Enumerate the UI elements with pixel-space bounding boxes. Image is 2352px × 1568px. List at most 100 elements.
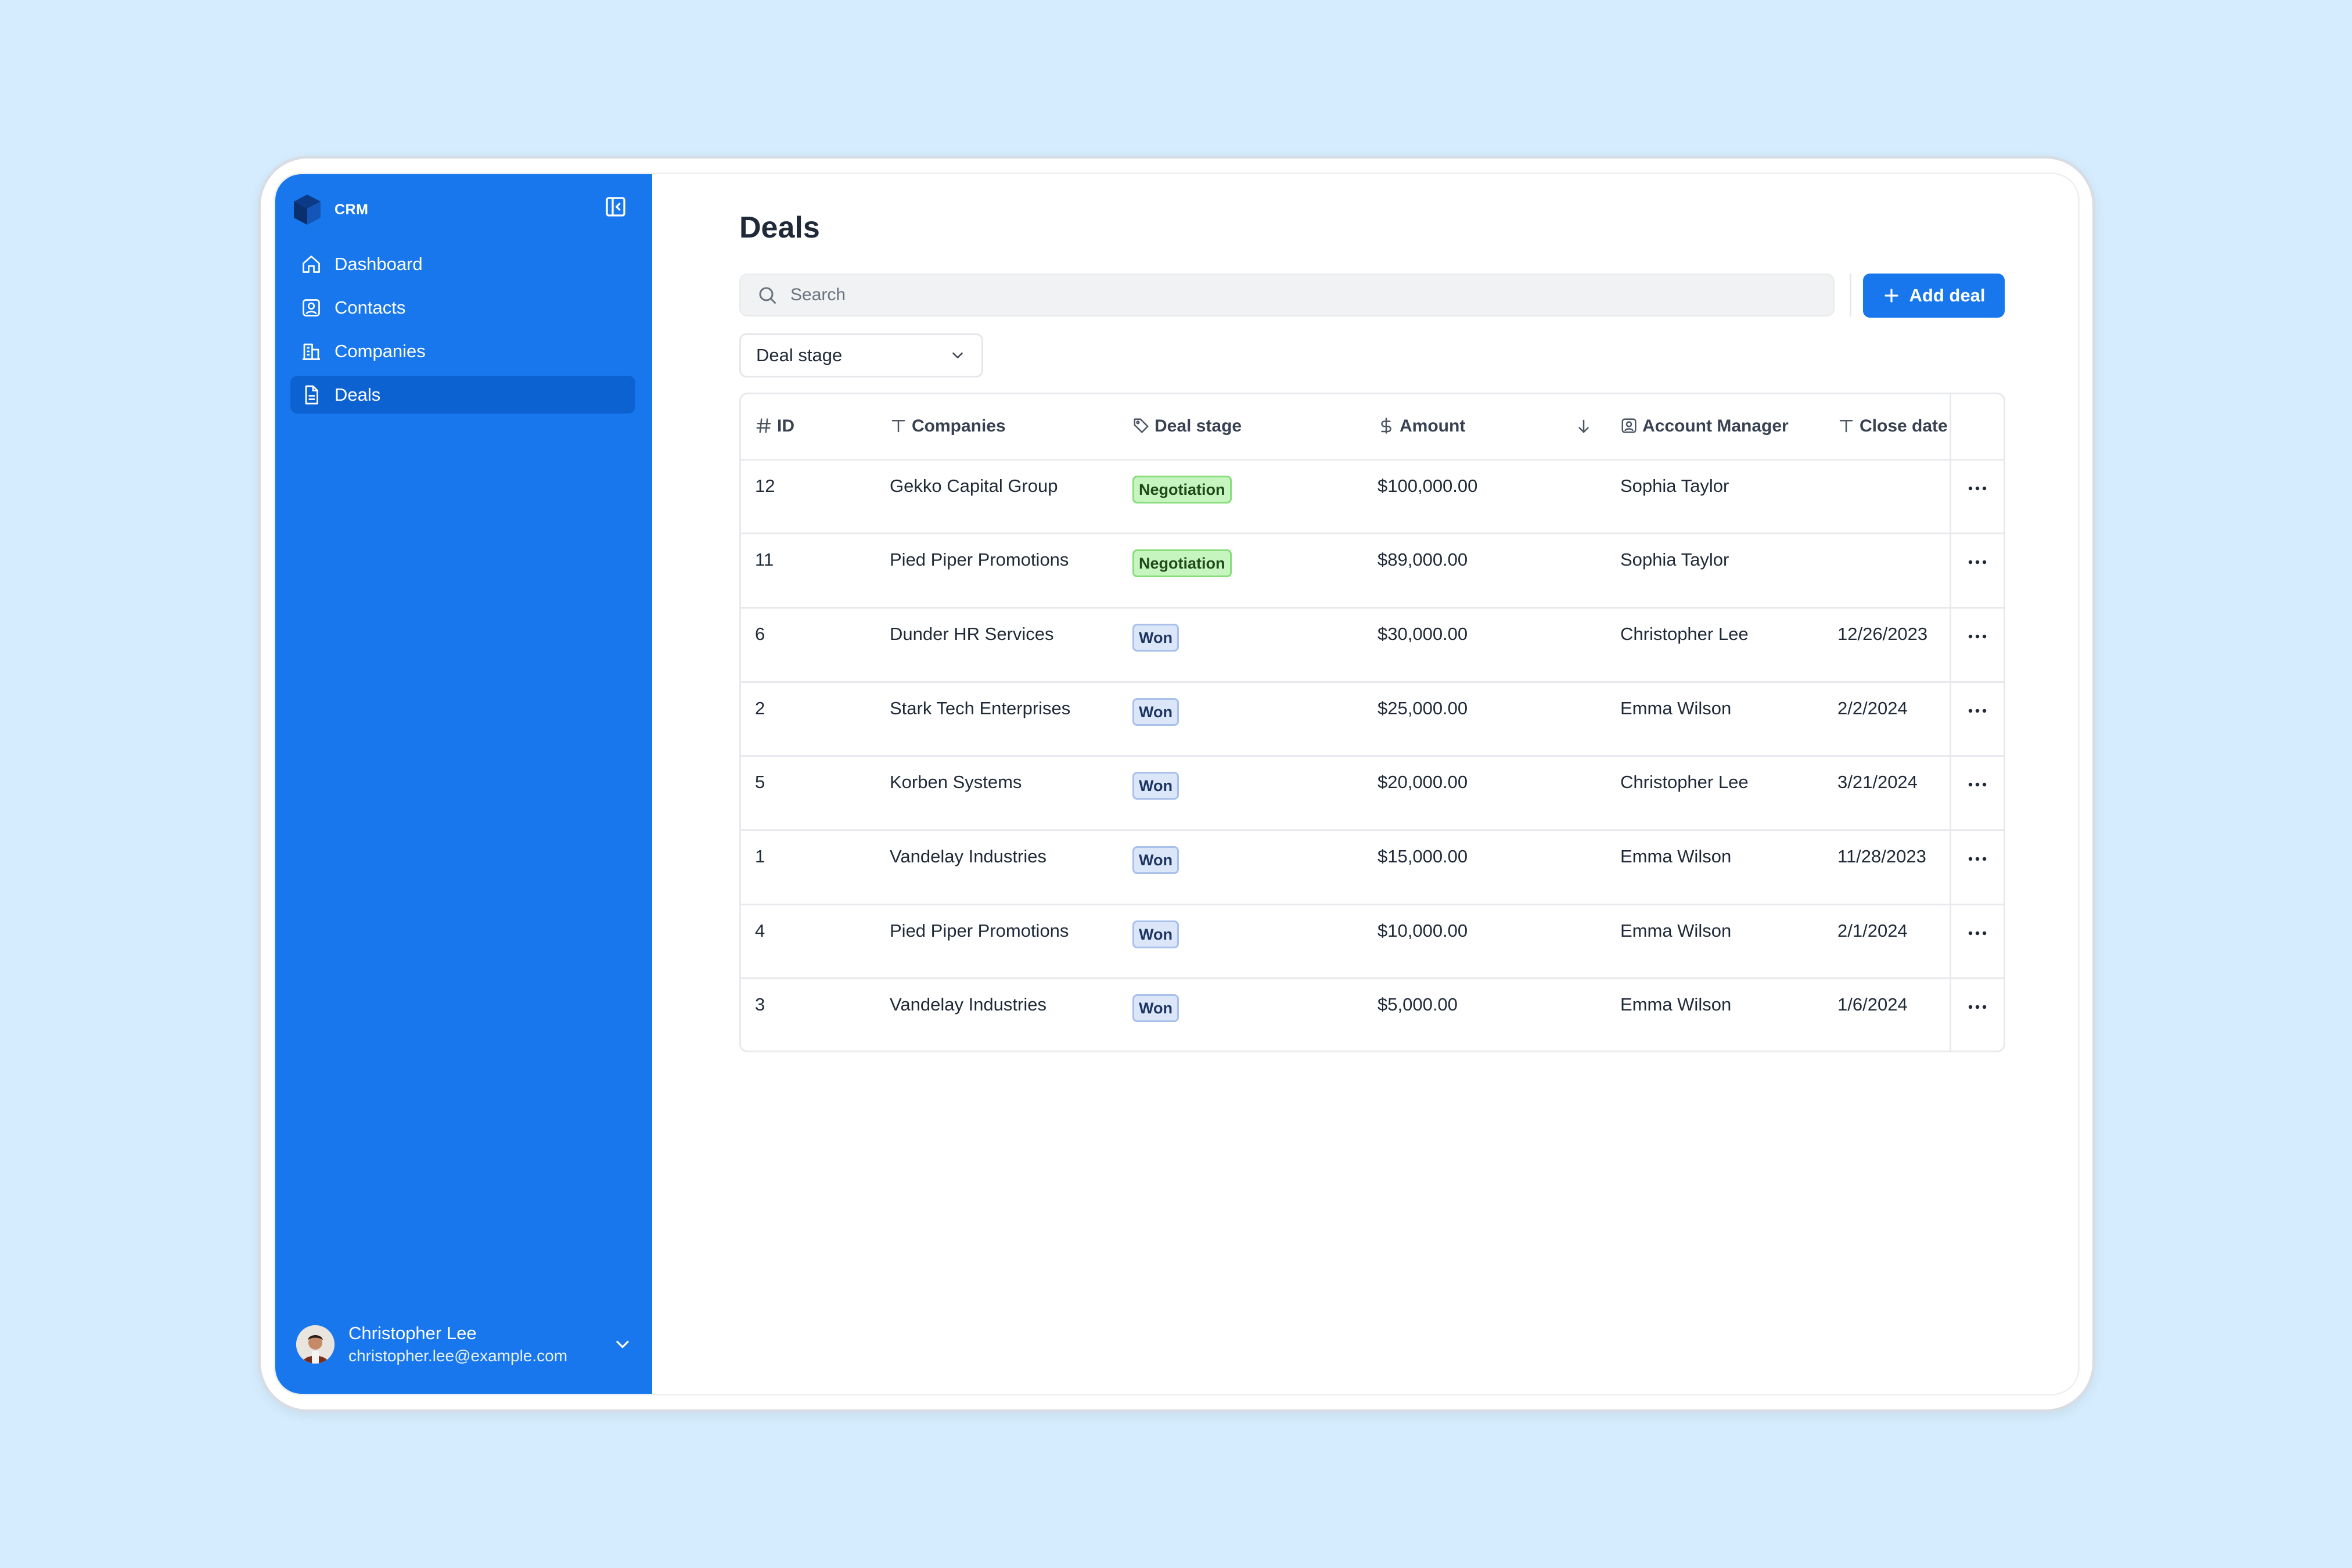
status-badge: Won bbox=[1132, 623, 1179, 652]
table-row[interactable]: 4 Pied Piper Promotions Won $10,000.00 E… bbox=[741, 904, 2004, 980]
search-input[interactable] bbox=[790, 285, 1833, 305]
column-header-close-date[interactable]: Close date bbox=[1824, 394, 1950, 461]
table-row[interactable]: 6 Dunder HR Services Won $30,000.00 Chri… bbox=[741, 607, 2004, 683]
account-manager: Christopher Lee bbox=[1620, 623, 1749, 644]
status-badge: Won bbox=[1132, 697, 1179, 726]
sidebar: CRM Dashboard Contacts bbox=[275, 174, 652, 1394]
user-menu[interactable]: Christopher Lee christopher.lee@example.… bbox=[296, 1318, 633, 1371]
cell-amount: $10,000.00 bbox=[1364, 904, 1606, 980]
cell-stage: Won bbox=[1119, 830, 1364, 905]
cell-id: 12 bbox=[741, 459, 876, 535]
cell-id: 2 bbox=[741, 682, 876, 757]
company-name[interactable]: Vandelay Industries bbox=[890, 846, 1046, 866]
cube-logo-icon bbox=[294, 195, 321, 225]
table-row[interactable]: 1 Vandelay Industries Won $15,000.00 Emm… bbox=[741, 830, 2004, 905]
deal-amount: $100,000.00 bbox=[1378, 475, 1478, 496]
deal-id: 11 bbox=[755, 549, 774, 570]
more-options-icon[interactable] bbox=[1966, 633, 1989, 640]
company-name[interactable]: Gekko Capital Group bbox=[890, 475, 1058, 496]
add-deal-button[interactable]: Add deal bbox=[1863, 274, 2005, 318]
sidebar-item-deals[interactable]: Deals bbox=[290, 376, 635, 413]
cell-id: 6 bbox=[741, 607, 876, 683]
sidebar-item-companies[interactable]: Companies bbox=[290, 332, 635, 370]
more-options-icon[interactable] bbox=[1966, 855, 1989, 862]
cell-actions bbox=[1949, 756, 2004, 831]
company-name[interactable]: Pied Piper Promotions bbox=[890, 920, 1069, 941]
collapse-sidebar-icon[interactable] bbox=[604, 195, 627, 218]
table-row[interactable]: 5 Korben Systems Won $20,000.00 Christop… bbox=[741, 756, 2004, 831]
cell-amount: $100,000.00 bbox=[1364, 459, 1606, 535]
more-options-icon[interactable] bbox=[1966, 559, 1989, 566]
close-date: 1/6/2024 bbox=[1837, 994, 1908, 1015]
table-row[interactable]: 2 Stark Tech Enterprises Won $25,000.00 … bbox=[741, 682, 2004, 757]
cell-stage: Won bbox=[1119, 756, 1364, 831]
column-header-companies[interactable]: Companies bbox=[876, 394, 1119, 461]
cell-amount: $25,000.00 bbox=[1364, 682, 1606, 757]
column-header-id[interactable]: ID bbox=[741, 394, 876, 461]
account-manager: Emma Wilson bbox=[1620, 920, 1732, 941]
brand[interactable]: CRM bbox=[293, 189, 368, 230]
cell-amount: $89,000.00 bbox=[1364, 533, 1606, 609]
cell-manager: Christopher Lee bbox=[1606, 607, 1824, 683]
deal-amount: $10,000.00 bbox=[1378, 920, 1468, 941]
search-bar[interactable] bbox=[739, 274, 1835, 317]
user-square-icon bbox=[1621, 418, 1637, 433]
table-body: 12 Gekko Capital Group Negotiation $100,… bbox=[741, 459, 2004, 1051]
cell-close-date: 3/21/2024 bbox=[1824, 756, 1950, 831]
cell-stage: Won bbox=[1119, 978, 1364, 1051]
more-options-icon[interactable] bbox=[1966, 707, 1989, 714]
deal-amount: $30,000.00 bbox=[1378, 623, 1468, 644]
tag-icon bbox=[1134, 418, 1149, 433]
cell-manager: Emma Wilson bbox=[1606, 978, 1824, 1051]
deal-id: 6 bbox=[755, 623, 765, 644]
cell-actions bbox=[1949, 533, 2004, 609]
more-options-icon[interactable] bbox=[1966, 1004, 1989, 1010]
company-name[interactable]: Vandelay Industries bbox=[890, 994, 1046, 1015]
table-row[interactable]: 11 Pied Piper Promotions Negotiation $89… bbox=[741, 533, 2004, 609]
sidebar-item-label: Dashboard bbox=[335, 253, 423, 274]
more-options-icon[interactable] bbox=[1966, 930, 1989, 937]
account-manager: Christopher Lee bbox=[1620, 772, 1749, 793]
sidebar-item-contacts[interactable]: Contacts bbox=[290, 289, 635, 326]
cell-close-date: 2/1/2024 bbox=[1824, 904, 1950, 980]
cell-amount: $5,000.00 bbox=[1364, 978, 1606, 1051]
cell-id: 3 bbox=[741, 978, 876, 1051]
sidebar-item-dashboard[interactable]: Dashboard bbox=[290, 245, 635, 283]
cell-stage: Negotiation bbox=[1119, 459, 1364, 535]
sidebar-item-label: Deals bbox=[335, 384, 381, 405]
table-row[interactable]: 12 Gekko Capital Group Negotiation $100,… bbox=[741, 459, 2004, 535]
more-options-icon[interactable] bbox=[1966, 781, 1989, 788]
sort-descending-icon[interactable] bbox=[1575, 418, 1592, 435]
column-header-account-manager[interactable]: Account Manager bbox=[1606, 394, 1824, 461]
deal-stage-filter[interactable]: Deal stage bbox=[739, 333, 983, 377]
cell-id: 5 bbox=[741, 756, 876, 831]
more-options-icon[interactable] bbox=[1966, 485, 1989, 492]
document-icon bbox=[300, 383, 323, 407]
cell-company: Pied Piper Promotions bbox=[876, 904, 1119, 980]
table-row[interactable]: 3 Vandelay Industries Won $5,000.00 Emma… bbox=[741, 978, 2004, 1051]
company-name[interactable]: Dunder HR Services bbox=[890, 623, 1054, 644]
building-icon bbox=[300, 340, 323, 363]
column-header-amount[interactable]: Amount bbox=[1364, 394, 1606, 461]
cell-close-date bbox=[1824, 533, 1950, 609]
company-name[interactable]: Korben Systems bbox=[890, 772, 1022, 793]
plus-icon bbox=[1884, 289, 1898, 303]
cell-close-date: 11/28/2023 bbox=[1824, 830, 1950, 905]
cell-stage: Negotiation bbox=[1119, 533, 1364, 609]
account-manager: Sophia Taylor bbox=[1620, 475, 1729, 496]
dollar-icon bbox=[1381, 418, 1391, 434]
close-date: 11/28/2023 bbox=[1837, 846, 1926, 866]
cell-manager: Christopher Lee bbox=[1606, 756, 1824, 831]
chevron-down-icon bbox=[952, 353, 963, 358]
deal-amount: $20,000.00 bbox=[1378, 772, 1468, 793]
column-header-deal-stage[interactable]: Deal stage bbox=[1119, 394, 1364, 461]
text-icon bbox=[1839, 420, 1853, 433]
company-name[interactable]: Stark Tech Enterprises bbox=[890, 697, 1071, 718]
cell-id: 11 bbox=[741, 533, 876, 609]
chevron-down-icon[interactable] bbox=[612, 1334, 633, 1355]
company-name[interactable]: Pied Piper Promotions bbox=[890, 549, 1069, 570]
cell-id: 4 bbox=[741, 904, 876, 980]
cell-actions bbox=[1949, 459, 2004, 535]
page-title: Deals bbox=[739, 211, 820, 244]
cell-company: Vandelay Industries bbox=[876, 978, 1119, 1051]
